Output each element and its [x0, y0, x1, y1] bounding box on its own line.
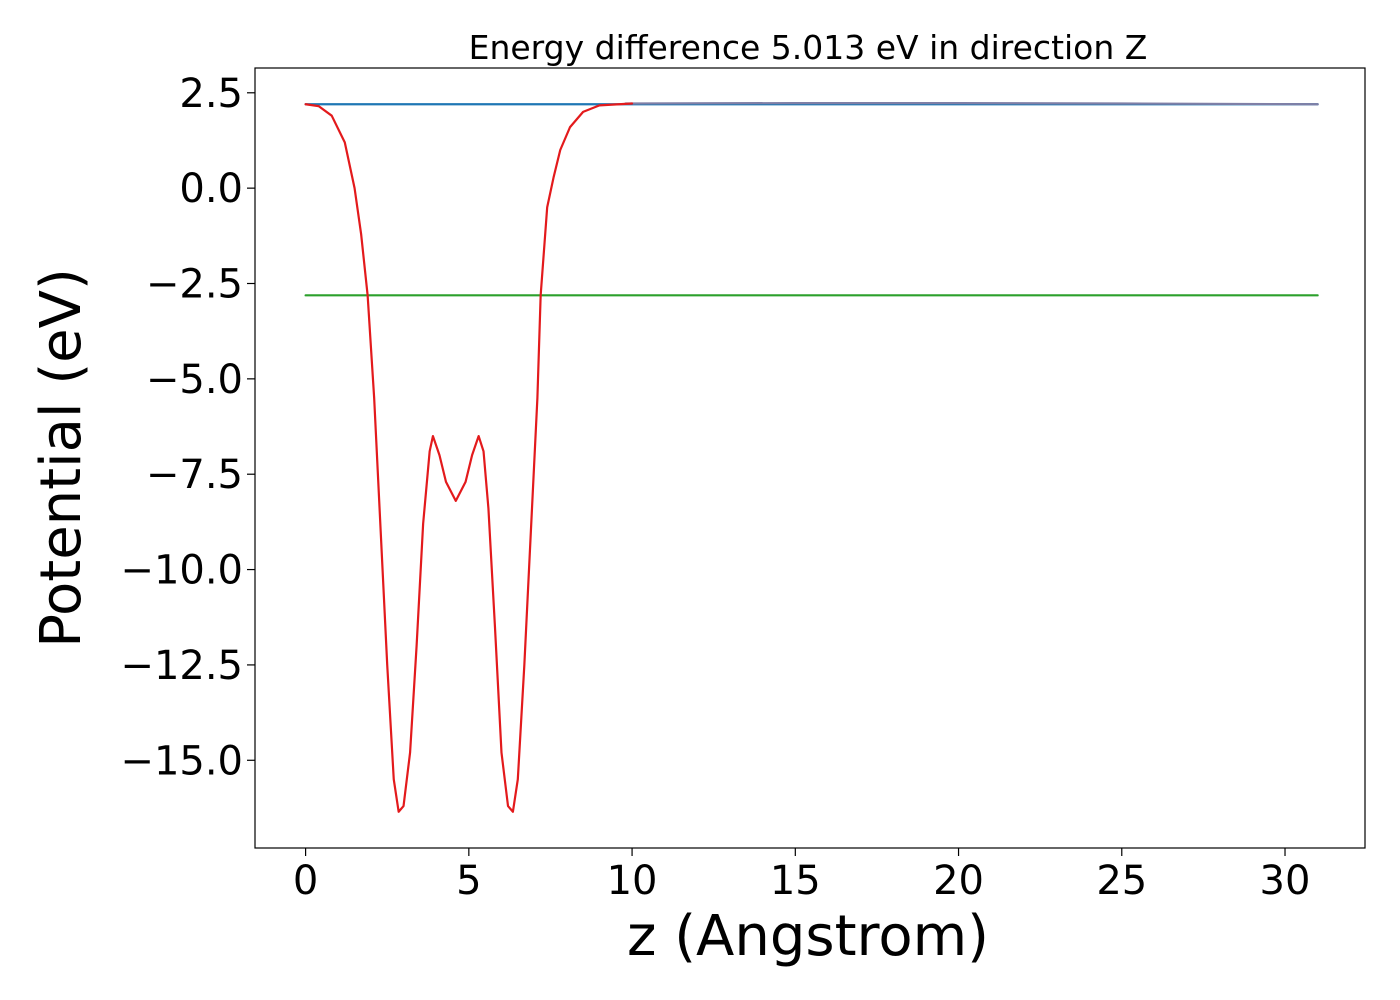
x-tick-label: 30 [1260, 858, 1311, 904]
y-axis: 2.5 0.0 −2.5 −5.0 −7.5 −10.0 −12.5 −15.0 [120, 71, 255, 784]
series-line-3 [624, 101, 1319, 106]
y-tick-label: −12.5 [120, 643, 243, 689]
y-tick-label: 0.0 [179, 166, 243, 212]
plot-lines [304, 101, 1319, 813]
x-tick-label: 25 [1096, 858, 1147, 904]
y-tick-label: −7.5 [146, 452, 243, 498]
y-tick-label: 2.5 [179, 71, 243, 117]
x-tick-label: 5 [456, 858, 481, 904]
plot-frame [254, 67, 1366, 849]
x-tick-label: 0 [293, 858, 318, 904]
x-axis-label: z (Angstrom) [627, 904, 989, 969]
x-tick-label: 10 [607, 858, 658, 904]
x-tick-label: 20 [933, 858, 984, 904]
series-line-4 [304, 102, 634, 813]
x-tick-label: 15 [770, 858, 821, 904]
y-tick-label: −15.0 [120, 738, 243, 784]
y-tick-label: −2.5 [146, 262, 243, 308]
y-tick-label: −10.0 [120, 548, 243, 594]
x-axis: 0 5 10 15 20 25 30 [293, 848, 1311, 904]
y-tick-label: −5.0 [146, 357, 243, 403]
y-axis-label: Potential (eV) [29, 268, 94, 648]
chart-title: Energy difference 5.013 eV in direction … [469, 28, 1148, 67]
